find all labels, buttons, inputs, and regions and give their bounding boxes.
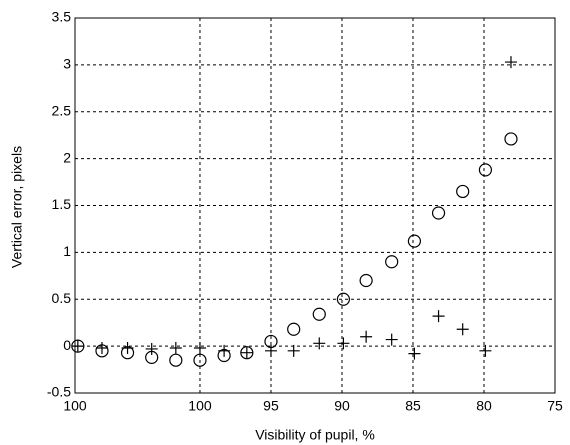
plot-frame	[74, 17, 556, 394]
y-tick-label: -0.5	[47, 384, 71, 400]
plus-marker	[218, 344, 231, 357]
plus-marker	[145, 342, 158, 355]
y-tick-label: 3.5	[52, 9, 72, 25]
x-tick-label: 85	[405, 398, 421, 414]
plus-marker	[169, 342, 182, 354]
x-tick-label: 80	[476, 398, 492, 414]
y-axis-label: Vertical error, pixels	[9, 146, 25, 268]
circle-marker	[359, 273, 373, 288]
y-tick-label: 1.5	[52, 196, 72, 212]
plus-marker	[360, 330, 373, 343]
plus-marker	[479, 344, 492, 357]
y-tick-label: 1	[63, 243, 71, 259]
circle-marker	[336, 292, 351, 306]
y-tick-label: 3	[63, 56, 71, 72]
circle-marker	[169, 353, 183, 367]
circle-marker	[312, 307, 326, 321]
plus-marker	[240, 346, 253, 359]
plus-marker	[456, 323, 469, 336]
x-axis-label: Visibility of pupil, %	[255, 427, 375, 443]
plus-marker	[121, 342, 134, 354]
circle-marker	[287, 322, 301, 336]
y-tick-label: 2	[63, 149, 71, 165]
circle-marker	[385, 255, 399, 269]
y-tick-label: 0	[63, 337, 71, 353]
x-tick-label: 100	[188, 398, 212, 414]
x-tick-label: 100	[63, 398, 87, 414]
x-tick-label: 95	[263, 398, 279, 414]
plus-marker	[432, 310, 445, 323]
circle-marker	[407, 234, 422, 248]
circle-marker	[504, 132, 518, 146]
plus-marker	[408, 347, 421, 360]
circle-marker	[431, 206, 446, 220]
plus-marker	[95, 342, 108, 354]
x-tick-label: 90	[334, 398, 350, 414]
plus-marker	[193, 342, 206, 354]
x-tick-label: 75	[547, 398, 563, 414]
plus-marker	[287, 344, 300, 357]
circle-marker	[193, 353, 207, 367]
plus-marker	[71, 340, 84, 353]
plus-marker	[337, 337, 350, 350]
y-tick-label: 2.5	[52, 102, 72, 118]
y-tick-label: 0.5	[52, 290, 72, 306]
plus-marker	[385, 333, 398, 346]
plus-marker	[264, 344, 277, 357]
plus-marker	[504, 56, 517, 69]
circle-marker	[456, 184, 470, 199]
plus-marker	[313, 337, 326, 350]
circle-marker	[478, 163, 493, 177]
